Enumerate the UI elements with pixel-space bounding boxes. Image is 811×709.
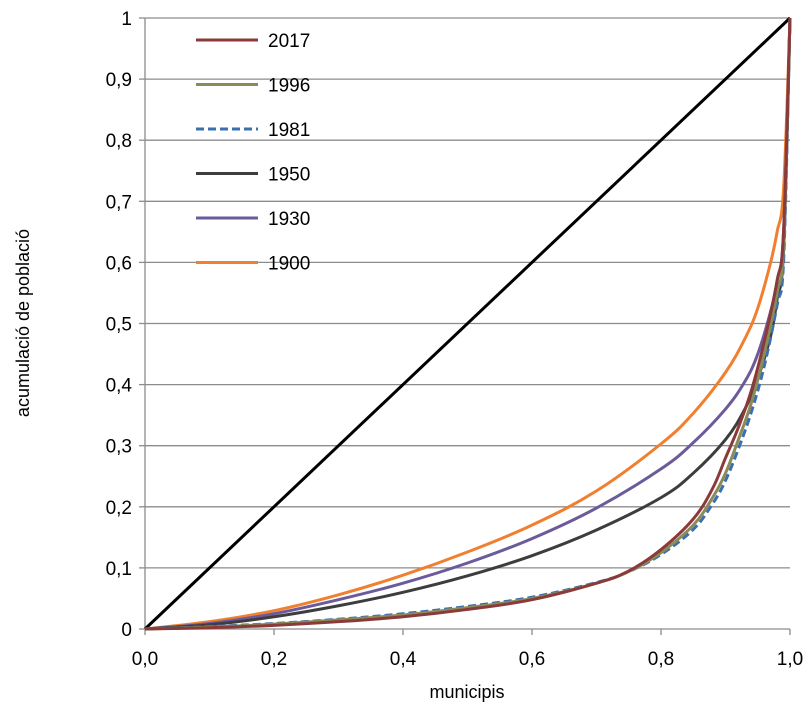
legend-label-1981: 1981 xyxy=(268,120,310,141)
series-line-1996 xyxy=(144,17,792,631)
y-axis-title: acumulació de població xyxy=(13,229,33,417)
x-tick-label-5: 1,0 xyxy=(777,649,803,670)
legend-label-1900: 1900 xyxy=(268,254,310,275)
x-tick-label-2: 0,4 xyxy=(390,649,417,670)
y-tick-label-9: 0,9 xyxy=(106,70,132,91)
x-tick-label-4: 0,8 xyxy=(648,649,674,670)
series-line-2017 xyxy=(144,17,792,631)
y-tick-label-0: 0 xyxy=(121,620,132,641)
y-tick-label-8: 0,8 xyxy=(106,131,132,152)
y-tick-label-10: 1 xyxy=(121,9,132,30)
legend: 2017 1996 1981 1950 1930 1900 xyxy=(196,31,310,275)
y-tick-label-6: 0,6 xyxy=(106,253,132,274)
x-tick-label-0: 0,0 xyxy=(132,649,158,670)
legend-label-2017: 2017 xyxy=(268,31,310,52)
y-tick-label-2: 0,2 xyxy=(106,498,132,519)
axes xyxy=(139,17,791,635)
x-axis-title: municipis xyxy=(429,682,504,702)
y-tick-label-5: 0,5 xyxy=(106,315,132,336)
tick-labels: 0 0,1 0,2 0,3 0,4 0,5 0,6 0,7 0,8 0,9 1 0,0 0,2 0,4 0,… xyxy=(106,9,804,670)
legend-label-1996: 1996 xyxy=(268,76,310,97)
legend-label-1930: 1930 xyxy=(268,209,310,230)
y-tick-label-4: 0,4 xyxy=(106,376,133,397)
series-line-1900 xyxy=(144,17,792,631)
gridlines xyxy=(145,17,790,569)
x-tick-label-3: 0,6 xyxy=(519,649,545,670)
y-tick-label-7: 0,7 xyxy=(106,192,132,213)
y-tick-label-3: 0,3 xyxy=(106,437,132,458)
equality-diagonal-line xyxy=(143,16,792,631)
y-tick-label-1: 0,1 xyxy=(106,559,132,580)
series-lines xyxy=(143,16,792,631)
x-tick-label-1: 0,2 xyxy=(261,649,287,670)
legend-label-1950: 1950 xyxy=(268,165,310,186)
